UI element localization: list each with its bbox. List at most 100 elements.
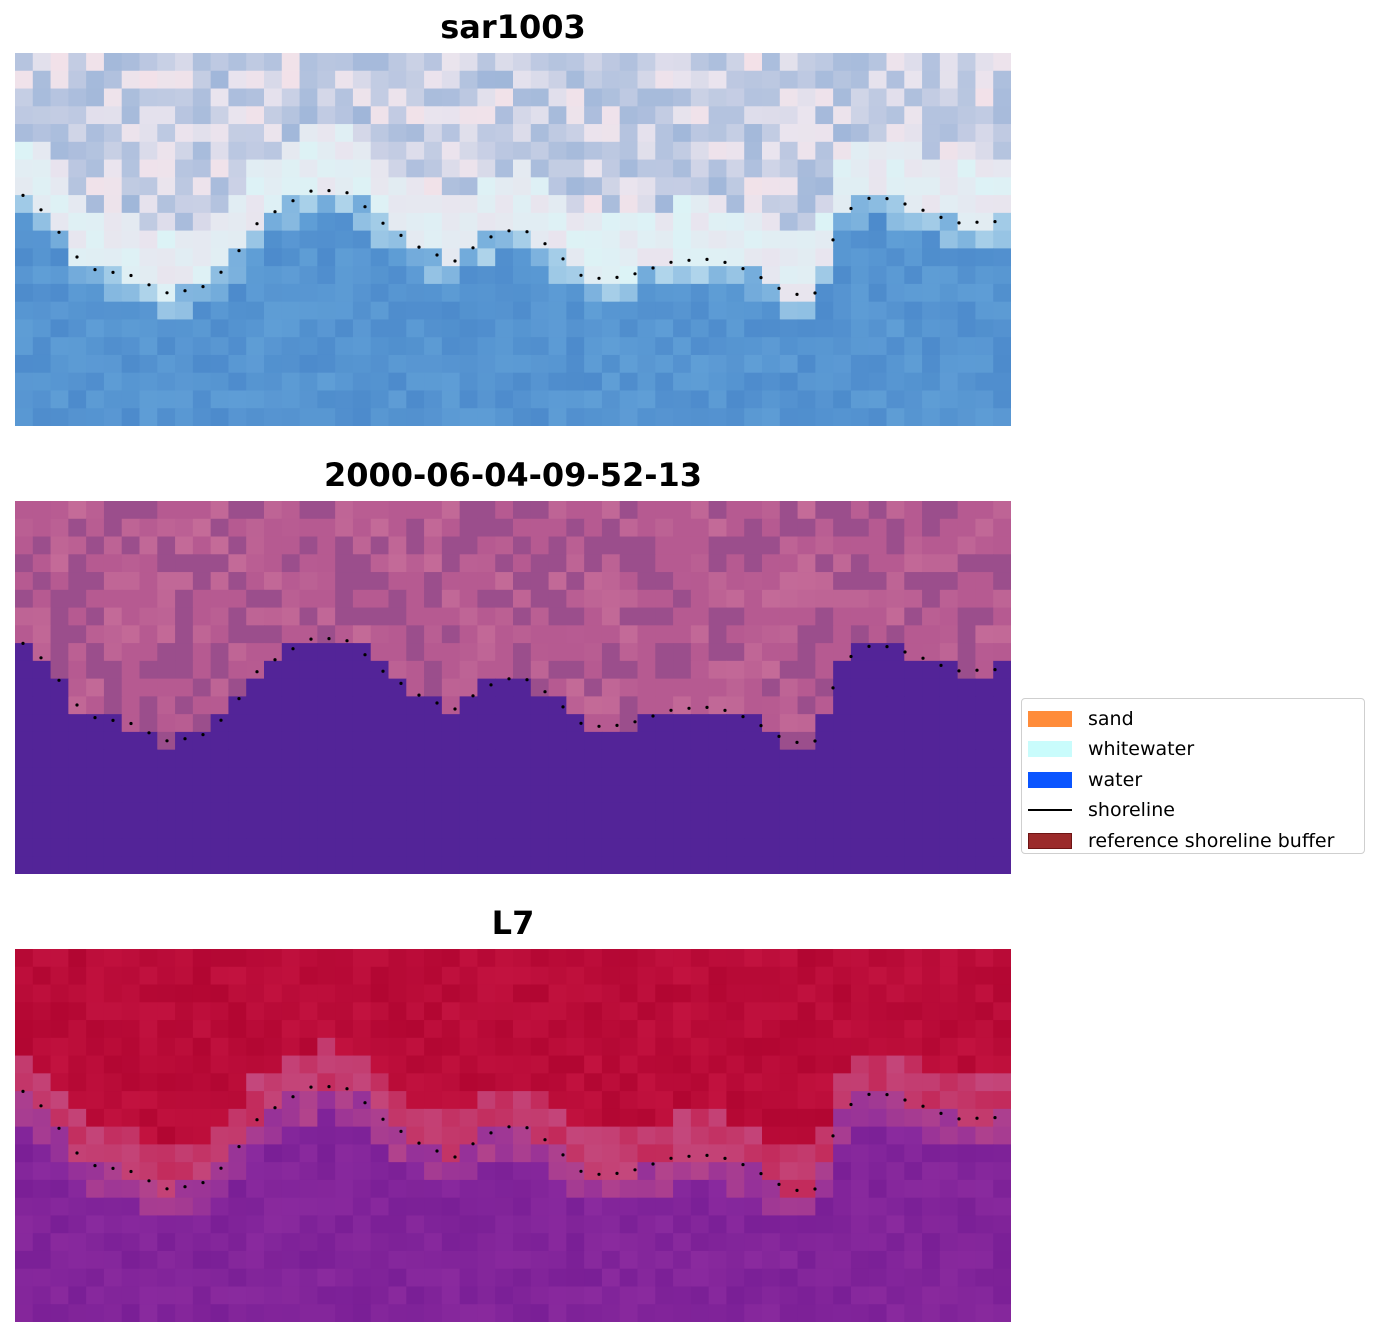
- raster-pixel: [548, 749, 567, 769]
- raster-pixel: [833, 195, 852, 214]
- raster-pixel: [548, 390, 567, 409]
- raster-pixel: [50, 1215, 69, 1234]
- raster-pixel: [690, 1091, 710, 1110]
- raster-pixel: [779, 678, 799, 697]
- raster-pixel: [32, 337, 52, 356]
- raster-pixel: [726, 572, 745, 591]
- raster-pixel: [868, 856, 888, 874]
- raster-pixel: [957, 607, 977, 626]
- raster-pixel: [352, 785, 372, 804]
- raster-pixel: [530, 625, 550, 644]
- raster-pixel: [32, 660, 52, 680]
- raster-pixel: [299, 1179, 318, 1199]
- raster-pixel: [299, 124, 318, 143]
- raster-pixel: [459, 1162, 479, 1181]
- raster-pixel: [850, 536, 870, 555]
- raster-pixel: [264, 1215, 283, 1234]
- shoreline-point: [417, 1141, 421, 1145]
- raster-pixel: [495, 731, 514, 751]
- raster-pixel: [904, 643, 923, 662]
- raster-pixel: [281, 1091, 301, 1110]
- raster-pixel: [601, 1304, 621, 1322]
- raster-pixel: [939, 230, 959, 249]
- raster-pixel: [726, 785, 745, 804]
- raster-pixel: [86, 1073, 105, 1092]
- raster-pixel: [495, 749, 514, 769]
- raster-pixel: [619, 820, 639, 840]
- raster-pixel: [833, 1126, 852, 1145]
- raster-pixel: [335, 1250, 354, 1270]
- raster-pixel: [637, 1162, 656, 1181]
- raster-pixel: [281, 678, 301, 697]
- raster-pixel: [655, 1215, 674, 1234]
- raster-pixel: [246, 372, 265, 392]
- raster-pixel: [406, 141, 425, 161]
- raster-pixel: [708, 70, 728, 90]
- raster-pixel: [673, 714, 692, 733]
- shoreline-point: [345, 1087, 349, 1091]
- raster-pixel: [637, 337, 656, 356]
- raster-pixel: [68, 408, 87, 426]
- shoreline-point: [291, 199, 295, 203]
- raster-pixel: [690, 354, 710, 374]
- raster-pixel: [139, 1144, 158, 1163]
- raster-pixel: [904, 785, 923, 804]
- raster-pixel: [797, 1179, 816, 1199]
- legend-label-water: water: [1088, 768, 1143, 791]
- legend-label-sand: sand: [1088, 708, 1134, 730]
- raster-pixel: [762, 536, 781, 555]
- raster-pixel: [993, 966, 1011, 986]
- shoreline-point: [939, 215, 943, 219]
- raster-pixel: [317, 518, 336, 538]
- raster-pixel: [459, 390, 479, 409]
- raster-pixel: [601, 212, 621, 232]
- raster-pixel: [833, 301, 852, 321]
- raster-pixel: [15, 785, 34, 804]
- raster-pixel: [317, 820, 336, 840]
- raster-pixel: [406, 124, 425, 143]
- raster-pixel: [797, 984, 816, 1003]
- raster-pixel: [566, 319, 585, 338]
- raster-pixel: [424, 1286, 443, 1305]
- raster-pixel: [993, 536, 1011, 555]
- raster-pixel: [744, 1144, 763, 1163]
- raster-pixel: [86, 337, 105, 356]
- raster-pixel: [619, 1037, 639, 1057]
- raster-pixel: [335, 785, 354, 804]
- raster-pixel: [601, 1179, 621, 1199]
- raster-pixel: [370, 1073, 390, 1092]
- raster-pixel: [939, 625, 959, 644]
- raster-pixel: [192, 1179, 212, 1199]
- raster-pixel: [690, 767, 710, 786]
- raster-pixel: [157, 802, 176, 822]
- raster-pixel: [993, 1073, 1011, 1092]
- raster-pixel: [210, 820, 230, 840]
- raster-pixel: [370, 820, 390, 840]
- raster-pixel: [833, 1233, 852, 1252]
- raster-pixel: [922, 749, 941, 769]
- raster-pixel: [566, 802, 585, 822]
- raster-pixel: [957, 572, 977, 591]
- shoreline-point: [777, 734, 781, 738]
- raster-pixel: [246, 966, 265, 986]
- raster-pixel: [726, 749, 745, 769]
- raster-pixel: [68, 802, 87, 822]
- raster-pixel: [424, 1108, 443, 1128]
- raster-pixel: [690, 1286, 710, 1305]
- raster-pixel: [904, 1126, 923, 1145]
- raster-pixel: [103, 177, 123, 196]
- raster-pixel: [601, 625, 621, 644]
- raster-pixel: [157, 820, 176, 840]
- raster-pixel: [833, 1179, 852, 1199]
- raster-pixel: [744, 1286, 763, 1305]
- raster-pixel: [868, 838, 888, 857]
- raster-pixel: [192, 53, 212, 72]
- raster-pixel: [210, 643, 230, 662]
- raster-pixel: [957, 124, 977, 143]
- raster-pixel: [388, 1215, 407, 1234]
- raster-pixel: [797, 607, 816, 626]
- raster-pixel: [139, 337, 158, 356]
- raster-pixel: [424, 1126, 443, 1145]
- raster-pixel: [50, 1037, 69, 1057]
- raster-pixel: [762, 589, 781, 609]
